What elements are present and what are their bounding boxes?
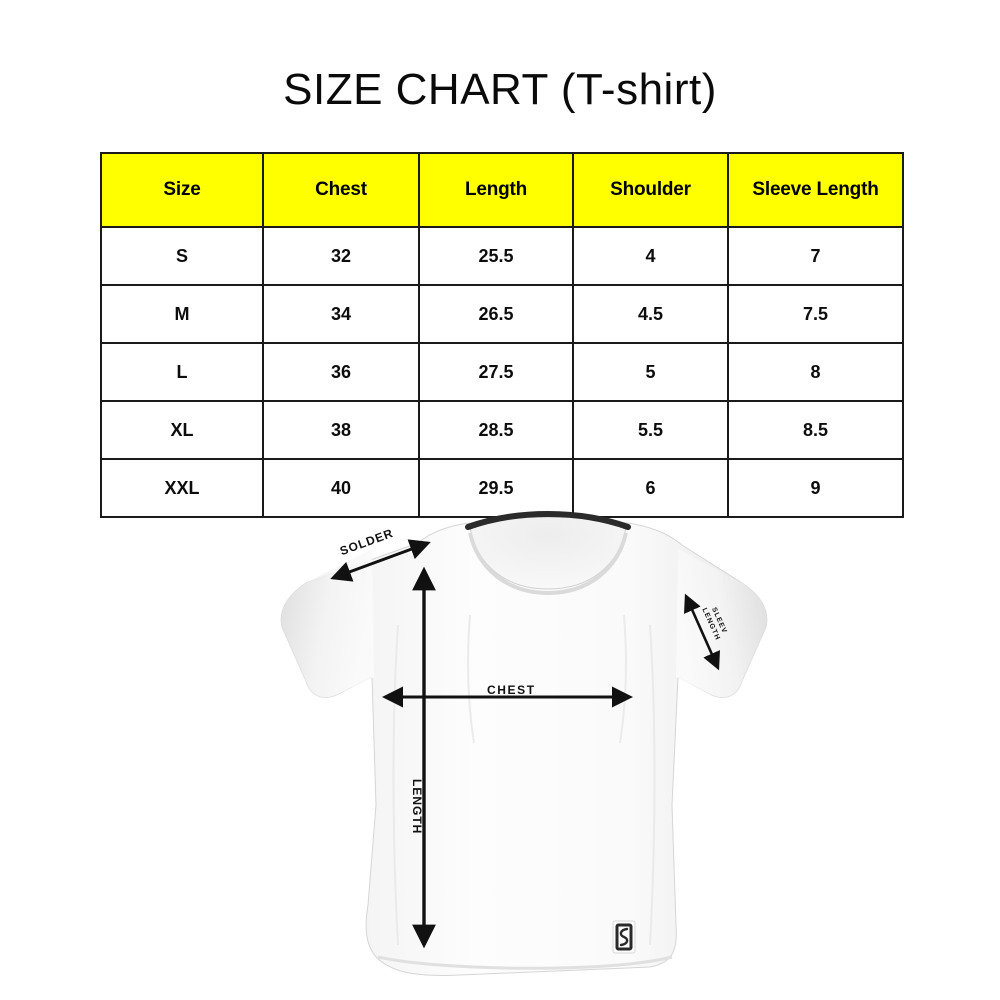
cell-shoulder: 5.5	[572, 400, 729, 460]
brand-tag-icon	[612, 920, 636, 954]
cell-length: 25.5	[418, 226, 574, 286]
cell-chest: 40	[262, 458, 420, 518]
cell-shoulder: 5	[572, 342, 729, 402]
column-header-size: Size	[100, 152, 264, 228]
cell-shoulder: 4.5	[572, 284, 729, 344]
cell-size: XXL	[100, 458, 264, 518]
column-header-sleeve-length: Sleeve Length	[727, 152, 904, 228]
cell-sleeve: 9	[727, 458, 904, 518]
cell-sleeve: 7	[727, 226, 904, 286]
cell-length: 27.5	[418, 342, 574, 402]
table-row: XL 38 28.5 5.5 8.5	[100, 400, 904, 460]
collar-rim	[465, 510, 631, 530]
cell-sleeve: 8.5	[727, 400, 904, 460]
chest-label: CHEST	[487, 683, 536, 697]
tshirt-measurement-diagram: SOLDER CHEST LENGTH SLEEV LENGTH	[0, 505, 1000, 1000]
cell-length: 26.5	[418, 284, 574, 344]
column-header-chest: Chest	[262, 152, 420, 228]
cell-chest: 38	[262, 400, 420, 460]
cell-size: XL	[100, 400, 264, 460]
left-sleeve	[281, 549, 374, 698]
table-row: XXL 40 29.5 6 9	[100, 458, 904, 518]
table-row: S 32 25.5 4 7	[100, 226, 904, 286]
column-header-shoulder: Shoulder	[572, 152, 729, 228]
cell-size: S	[100, 226, 264, 286]
table-row: L 36 27.5 5 8	[100, 342, 904, 402]
cell-chest: 34	[262, 284, 420, 344]
cell-length: 28.5	[418, 400, 574, 460]
table-header-row: Size Chest Length Shoulder Sleeve Length	[100, 152, 904, 228]
page-title: SIZE CHART (T-shirt)	[283, 65, 717, 114]
cell-chest: 36	[262, 342, 420, 402]
length-label: LENGTH	[410, 779, 424, 835]
column-header-length: Length	[418, 152, 574, 228]
cell-size: L	[100, 342, 264, 402]
sleeve-measure-arrow	[684, 593, 720, 671]
table-row: M 34 26.5 4.5 7.5	[100, 284, 904, 344]
cell-length: 29.5	[418, 458, 574, 518]
cell-sleeve: 7.5	[727, 284, 904, 344]
cell-sleeve: 8	[727, 342, 904, 402]
shoulder-measure-arrow	[330, 539, 431, 582]
fabric-folds	[392, 614, 656, 946]
collar-band	[468, 532, 628, 596]
cell-size: M	[100, 284, 264, 344]
cell-shoulder: 4	[572, 226, 729, 286]
size-chart-table: Size Chest Length Shoulder Sleeve Length…	[100, 152, 904, 518]
shirt-hem	[377, 955, 673, 970]
cell-chest: 32	[262, 226, 420, 286]
cell-shoulder: 6	[572, 458, 729, 518]
tshirt-illustration	[280, 510, 768, 976]
